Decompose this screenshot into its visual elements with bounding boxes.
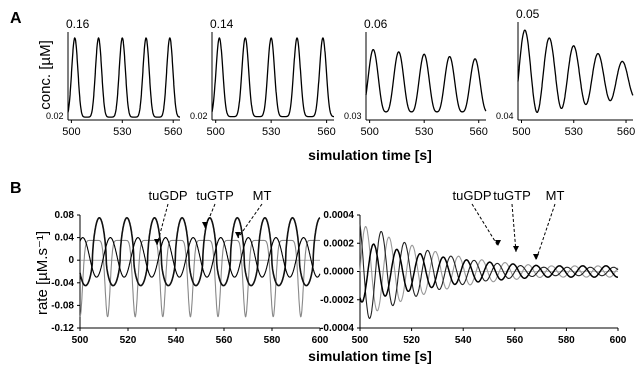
series-line-mt — [79, 237, 321, 278]
y-tick-label: 0.0002 — [323, 238, 354, 249]
annotation-arrow — [511, 203, 517, 253]
x-tick-label: 560 — [164, 126, 182, 138]
x-tick-label: 500 — [207, 126, 225, 138]
annotation-arrow — [471, 203, 499, 247]
a-ylabel: conc. [µM] — [37, 40, 54, 110]
annotation-arrow — [156, 203, 169, 246]
x-tick-label: 600 — [610, 335, 627, 346]
arrowhead — [202, 222, 208, 228]
x-tick-label: 600 — [312, 335, 329, 346]
y-tick-label: 0.08 — [55, 210, 75, 221]
series-line-tugdp — [359, 226, 619, 312]
arrowhead — [513, 246, 519, 252]
x-tick-label: 530 — [113, 126, 131, 138]
series-line-tugtp — [79, 216, 321, 287]
x-tick-label: 530 — [415, 126, 433, 138]
series-line-mt — [359, 243, 618, 303]
x-tick-label: 530 — [262, 126, 280, 138]
x-tick-label: 520 — [120, 335, 137, 346]
x-tick-label: 540 — [455, 335, 472, 346]
concentration-line — [517, 29, 634, 113]
y-tick-label: -0.04 — [51, 278, 74, 289]
annotation-mt: MT — [253, 188, 272, 203]
concentration-line — [365, 48, 487, 113]
ymax-label: 0.16 — [66, 17, 90, 31]
x-tick-label: 500 — [72, 335, 89, 346]
b-xlabel: simulation time [s] — [308, 348, 432, 364]
y-tick-label: -0.0002 — [320, 295, 354, 306]
y-tick-label: -0.08 — [51, 300, 74, 311]
annotation-tugdp: tuGDP — [148, 188, 187, 203]
x-tick-label: 500 — [352, 335, 369, 346]
ymin-label: 0.03 — [344, 111, 362, 121]
ymax-label: 0.05 — [516, 7, 540, 21]
x-tick-label: 500 — [62, 126, 80, 138]
chart-a2: 0.14 0.02 500 530 560 — [190, 17, 336, 138]
annotation-tugtp: tuGTP — [493, 188, 531, 203]
ymin-label: 0.02 — [190, 111, 208, 121]
annotation-mt: MT — [546, 188, 565, 203]
x-tick-label: 560 — [317, 126, 335, 138]
chart-a1: 0.16 0.02 500 530 560 — [46, 17, 182, 138]
arrowhead — [495, 240, 501, 246]
chart-a3: 0.06 0.03 500 530 560 — [344, 17, 488, 138]
x-tick-label: 560 — [470, 126, 488, 138]
ymin-label: 0.02 — [46, 111, 64, 121]
x-tick-label: 560 — [617, 126, 635, 138]
arrowhead — [533, 254, 539, 260]
arrowhead — [235, 232, 241, 238]
x-tick-label: 500 — [360, 126, 378, 138]
annotation-tugtp: tuGTP — [196, 188, 234, 203]
ymin-label: 0.04 — [496, 111, 514, 121]
panel-a-label: A — [10, 10, 22, 27]
x-tick-label: 540 — [168, 335, 185, 346]
x-tick-label: 580 — [264, 335, 281, 346]
arrowhead — [154, 239, 160, 245]
annotation-arrow — [237, 203, 263, 239]
y-tick-label: 0.0000 — [323, 267, 354, 278]
y-tick-label: 0.0004 — [323, 210, 354, 221]
ymax-label: 0.06 — [364, 17, 388, 31]
annotation-arrow — [535, 203, 556, 261]
x-tick-label: 560 — [216, 335, 233, 346]
annotation-tugdp: tuGDP — [452, 188, 491, 203]
y-tick-label: -0.12 — [51, 323, 74, 334]
x-tick-label: 560 — [506, 335, 523, 346]
chart-a4: 0.05 0.04 500 530 560 — [496, 7, 635, 138]
a-xlabel: simulation time [s] — [308, 147, 432, 163]
y-tick-label: -0.0004 — [320, 323, 354, 334]
x-tick-label: 530 — [565, 126, 583, 138]
panel-b-label: B — [10, 180, 22, 197]
x-tick-label: 580 — [558, 335, 575, 346]
concentration-line — [211, 37, 334, 118]
y-tick-label: 0.04 — [55, 233, 75, 244]
ymax-label: 0.14 — [210, 17, 234, 31]
b-ylabel: rate [µM.s⁻¹] — [34, 231, 51, 315]
y-tick-label: 0 — [68, 255, 74, 266]
series-line-tugdp — [79, 239, 320, 318]
x-tick-label: 520 — [403, 335, 420, 346]
concentration-line — [67, 37, 181, 118]
x-tick-label: 500 — [512, 126, 530, 138]
